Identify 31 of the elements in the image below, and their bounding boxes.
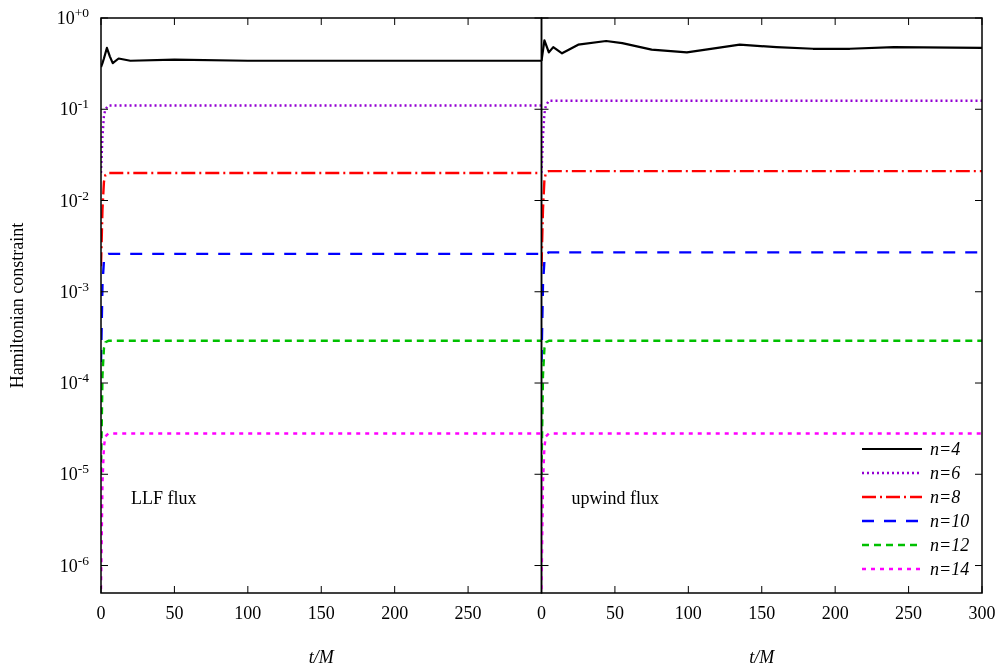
x-tick-label: 250 xyxy=(454,603,482,623)
x-tick-label: 50 xyxy=(165,603,184,623)
y-tick-label: 10$^{-2}$ xyxy=(59,187,89,211)
x-axis-title: t/M xyxy=(308,647,335,667)
x-tick-label: 150 xyxy=(307,603,335,623)
legend-label: n=14 xyxy=(930,559,970,579)
x-axis-title: t/M xyxy=(749,647,776,667)
legend-label: n=10 xyxy=(930,511,970,531)
y-tick-label: 10$^{-5}$ xyxy=(59,460,90,485)
legend-label: n=12 xyxy=(930,535,970,555)
y-tick-label: 10$^{-3}$ xyxy=(59,278,90,302)
x-tick-label: 50 xyxy=(605,603,624,623)
x-tick-label: 100 xyxy=(674,603,702,623)
y-tick-label: 10$^{+0}$ xyxy=(56,4,90,28)
x-tick-label: 250 xyxy=(895,603,923,623)
y-tick-label: 10$^{-1}$ xyxy=(59,95,89,120)
annotation: upwind flux xyxy=(571,487,659,508)
y-axis-title: Hamiltonian constraint xyxy=(7,222,27,389)
legend-label: n=6 xyxy=(930,463,961,483)
x-tick-label: 0 xyxy=(96,603,106,623)
x-tick-label: 0 xyxy=(537,603,546,623)
x-tick-label: 100 xyxy=(234,603,262,623)
y-tick-label: 10$^{-4}$ xyxy=(59,369,90,394)
x-tick-label: 200 xyxy=(381,603,409,623)
x-tick-label: 300 xyxy=(968,603,996,623)
legend-label: n=4 xyxy=(930,439,961,459)
legend-label: n=8 xyxy=(930,487,961,507)
y-tick-label: 10$^{-6}$ xyxy=(59,552,90,576)
annotation: LLF flux xyxy=(131,487,197,508)
x-tick-label: 150 xyxy=(748,603,776,623)
x-tick-label: 200 xyxy=(821,603,849,623)
